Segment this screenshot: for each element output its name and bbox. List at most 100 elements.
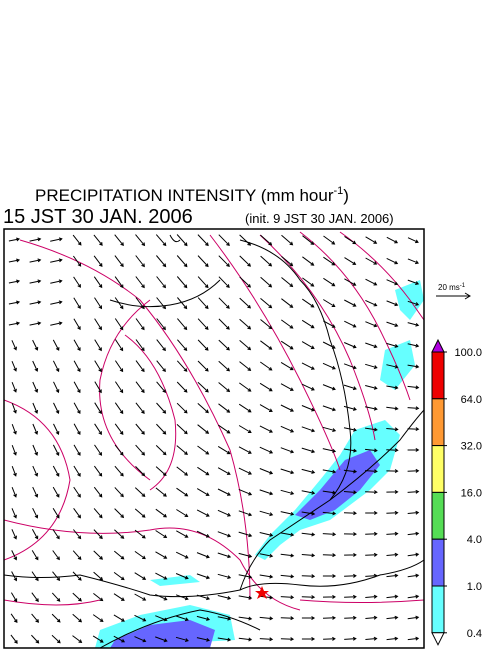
wind-arrow xyxy=(280,425,295,433)
wind-arrow xyxy=(50,258,63,263)
wind-arrow xyxy=(322,448,337,453)
wind-arrow xyxy=(259,574,274,579)
wind-arrow xyxy=(343,448,358,453)
colorbar-label: 4.0 xyxy=(467,534,482,546)
wind-arrow xyxy=(280,616,295,621)
wind-arrow xyxy=(156,423,167,435)
wind-arrow xyxy=(53,402,60,414)
map-frame xyxy=(3,228,425,649)
wind-arrow xyxy=(32,486,39,498)
wind-arrow xyxy=(260,234,273,246)
colorbar-segment xyxy=(431,351,445,400)
wind-arrow xyxy=(217,509,231,517)
wind-arrow xyxy=(134,636,147,643)
wind-arrow xyxy=(11,550,17,561)
wind-arrow xyxy=(344,299,357,307)
wind-arrow xyxy=(73,508,81,519)
wind-arrow xyxy=(301,426,316,433)
wind-arrow xyxy=(175,573,189,580)
wind-arrow xyxy=(344,552,357,557)
wind-arrow xyxy=(155,508,167,518)
wind-arrow xyxy=(73,465,81,477)
wind-arrow xyxy=(218,276,230,289)
wind-arrow xyxy=(11,382,17,393)
wind-arrow xyxy=(407,300,420,306)
wind-arrow xyxy=(407,237,419,244)
wind-arrow xyxy=(344,320,357,328)
wind-arrow xyxy=(196,594,211,601)
wind-arrow xyxy=(365,385,378,390)
wind-arrow xyxy=(155,445,167,456)
wind-arrow xyxy=(134,550,146,560)
wind-arrow xyxy=(114,234,124,247)
wind-arrow xyxy=(114,360,124,373)
wind-arrow xyxy=(52,444,60,456)
wind-arrow xyxy=(113,550,125,560)
isobars xyxy=(4,231,424,611)
wind-arrow xyxy=(238,637,253,642)
wind-arrow xyxy=(51,613,61,623)
wind-arrow xyxy=(94,360,102,373)
wind-arrow xyxy=(280,383,294,391)
wind-arrow xyxy=(52,339,60,351)
wind-arrow xyxy=(134,614,147,622)
wind-arrow xyxy=(135,381,145,394)
vector-scale-arrow xyxy=(436,292,471,300)
wind-arrow xyxy=(260,361,273,371)
wind-arrow xyxy=(114,318,124,331)
wind-arrow xyxy=(134,572,147,580)
wind-arrow xyxy=(177,339,188,352)
wind-arrow xyxy=(217,467,231,475)
wind-arrow xyxy=(259,468,274,475)
wind-arrow xyxy=(32,402,38,414)
wind-arrow xyxy=(239,276,252,288)
wind-arrow xyxy=(280,574,295,579)
wind-arrow xyxy=(301,595,316,600)
wind-arrow xyxy=(114,487,124,498)
wind-arrow xyxy=(197,339,209,351)
wind-arrow xyxy=(53,423,60,435)
wind-arrow xyxy=(114,465,124,477)
wind-arrow xyxy=(134,593,147,601)
wind-arrow xyxy=(386,489,399,494)
wind-vectors xyxy=(8,234,420,644)
wind-arrow xyxy=(407,406,420,411)
wind-arrow xyxy=(218,255,230,268)
wind-arrow xyxy=(197,360,209,372)
wind-arrow xyxy=(31,529,39,540)
wind-arrow xyxy=(322,594,336,599)
wind-arrow xyxy=(73,402,81,415)
wind-arrow xyxy=(51,634,61,644)
wind-arrow xyxy=(280,532,295,537)
wind-arrow xyxy=(280,468,295,475)
wind-arrow xyxy=(73,276,81,288)
wind-arrow xyxy=(114,276,124,289)
wind-arrow xyxy=(386,552,399,557)
wind-arrow xyxy=(8,300,21,305)
wind-arrow xyxy=(259,553,274,558)
wind-arrow xyxy=(176,530,189,538)
wind-arrow xyxy=(259,637,274,642)
wind-arrow xyxy=(32,339,39,351)
wind-arrow xyxy=(301,405,315,412)
wind-arrow xyxy=(407,279,420,285)
wind-arrow xyxy=(11,361,17,372)
wind-arrow xyxy=(343,363,357,370)
wind-arrow xyxy=(365,510,378,515)
wind-arrow xyxy=(93,465,103,477)
vector-scale: 20 ms-1 xyxy=(438,283,466,292)
colorbar-segment xyxy=(431,491,445,540)
wind-arrow xyxy=(114,444,124,456)
wind-arrow xyxy=(52,486,60,498)
wind-arrow xyxy=(386,385,399,390)
wind-arrow xyxy=(301,447,316,454)
wind-arrow xyxy=(301,511,316,516)
wind-arrow xyxy=(344,636,357,641)
wind-arrow xyxy=(238,467,252,475)
wind-arrow xyxy=(322,511,337,516)
wind-arrow xyxy=(280,340,294,350)
title-text: PRECIPITATION INTENSITY (mm hour xyxy=(35,186,334,205)
wind-arrow xyxy=(407,510,420,515)
wind-arrow xyxy=(386,573,399,578)
wind-arrow xyxy=(343,532,357,537)
